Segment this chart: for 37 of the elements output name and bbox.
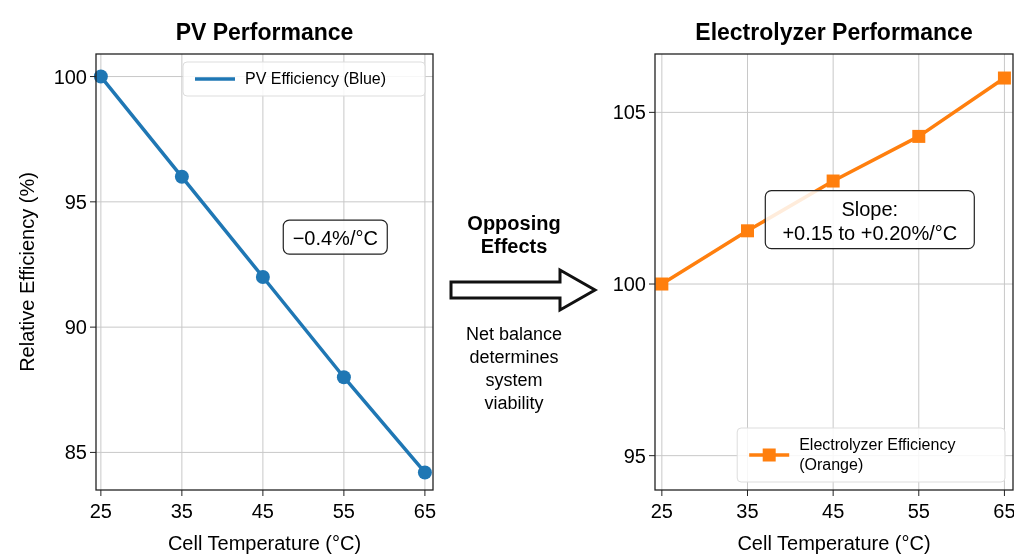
- annotation: −0.4%/°C: [292, 227, 378, 250]
- point: [174, 169, 189, 184]
- x-tick-label: 65: [993, 500, 1014, 522]
- point: [741, 224, 754, 238]
- x-axis-title: Cell Temperature (°C): [167, 532, 362, 554]
- x-tick-label: 65: [413, 500, 437, 522]
- y-tick-label: 95: [623, 444, 646, 467]
- x-axis-title: Cell Temperature (°C): [737, 532, 931, 554]
- point: [255, 270, 270, 285]
- text: Opposing Effects: [467, 212, 561, 257]
- y-tick-label: 85: [64, 441, 87, 464]
- x-tick-label: 25: [89, 500, 112, 522]
- x-tick-label: 35: [736, 500, 759, 522]
- chart-title: PV Performance: [175, 19, 354, 45]
- y-tick-label: 100: [53, 65, 87, 88]
- y-axis-title: Relative Efficiency (%): [16, 172, 38, 372]
- point: [997, 71, 1011, 85]
- y-tick-label: 100: [612, 273, 646, 296]
- x-tick-label: 55: [907, 500, 930, 522]
- y-tick-label: 105: [612, 101, 646, 124]
- legend-label: Electrolyzer Efficiency (Orange): [799, 436, 956, 473]
- x-tick-label: 55: [332, 500, 356, 522]
- point: [655, 277, 669, 291]
- x-tick-label: 45: [822, 500, 845, 522]
- y-tick-label: 90: [64, 316, 87, 339]
- annotation: Slope: +0.15 to +0.20%/°C: [782, 197, 958, 244]
- y-tick-label: 95: [64, 190, 87, 213]
- text: Net balance determines system viability: [465, 324, 563, 413]
- x-tick-label: 35: [170, 500, 193, 522]
- chart-title: Electrolyzer Performance: [695, 19, 973, 45]
- legend-label: PV Efficiency (Blue): [245, 70, 387, 87]
- point: [336, 370, 351, 385]
- point: [417, 465, 432, 480]
- point: [912, 129, 926, 143]
- x-tick-label: 25: [650, 500, 673, 522]
- point: [826, 174, 840, 188]
- x-tick-label: 45: [251, 500, 274, 522]
